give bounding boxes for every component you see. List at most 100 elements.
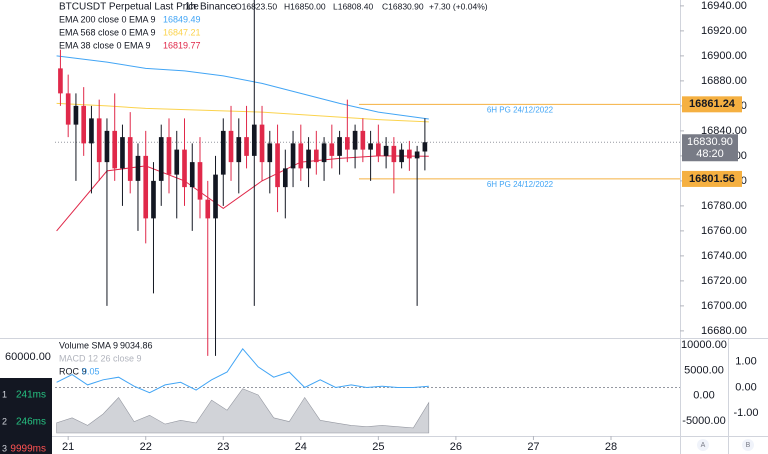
roc-tick-label: -1.00 — [733, 407, 758, 419]
ema-line — [56, 102, 429, 123]
ema-legend-name: EMA 38 close 0 EMA 9 — [59, 40, 151, 50]
x-tick-label: 24 — [295, 441, 307, 453]
macd-tick-label: 0.00 — [693, 390, 714, 402]
y-tick-label: 16840.00 — [701, 125, 747, 137]
level-tag-label: 16801.56 — [689, 173, 735, 185]
ema-line — [56, 155, 429, 232]
candle-body — [282, 168, 288, 188]
candle-body — [189, 162, 195, 188]
roc-tick-label: 0.00 — [735, 381, 756, 393]
candle-body — [73, 105, 79, 125]
candle-body — [376, 143, 381, 156]
candle-body — [399, 149, 404, 163]
candle-body — [306, 149, 311, 169]
ohlc-legend: O16823.50 — [235, 1, 277, 11]
latency-ms: 241ms — [16, 390, 46, 401]
candle-body — [174, 149, 180, 175]
candle-body — [182, 149, 187, 188]
roc-line — [56, 347, 429, 394]
y-tick-label: 16740.00 — [701, 250, 747, 262]
y-tick-label: 16760.00 — [701, 225, 747, 237]
header-exchange: Binance — [200, 2, 237, 13]
latency-panel — [0, 378, 52, 454]
candle-body — [267, 143, 273, 163]
volume-area — [56, 388, 430, 434]
candle-body — [383, 145, 389, 156]
y-tick-label: 16720.00 — [701, 275, 747, 287]
candle-body — [244, 137, 249, 156]
level-label: 6H PG 24/12/2022 — [487, 180, 554, 189]
candle-body — [368, 143, 373, 150]
candle-body — [112, 130, 118, 169]
y-tick-label: 16680.00 — [701, 325, 747, 337]
candle-body — [151, 180, 156, 219]
axis-button[interactable] — [742, 439, 754, 451]
latency-ms: 246ms — [16, 417, 46, 428]
candle-body — [352, 130, 358, 150]
x-tick-label: 28 — [605, 441, 617, 453]
y-tick-label: 16780.00 — [701, 200, 747, 212]
candle-body — [127, 137, 133, 181]
candle-body — [205, 199, 211, 219]
candle-body — [220, 130, 226, 175]
y-tick-label: 16940.00 — [701, 0, 747, 12]
axis-button-label: B — [746, 442, 751, 449]
candle-body — [407, 149, 412, 159]
ema-legend-name: EMA 568 close 0 EMA 9 — [59, 27, 156, 37]
candle-body — [259, 124, 265, 163]
y-tick-label: 16900.00 — [701, 50, 747, 62]
candle-body — [321, 143, 327, 163]
latency-id: 3 — [2, 443, 7, 453]
candle-body — [135, 155, 141, 181]
candle-body — [290, 143, 296, 169]
latency-ms: 9999ms — [10, 444, 46, 454]
x-tick-label: 25 — [372, 441, 384, 453]
ohlc-legend: +7.30 (+0.04%) — [429, 1, 488, 11]
candle-body — [251, 124, 257, 156]
level-tag-label: 16861.24 — [689, 98, 736, 110]
volume-legend-value: 9034.86 — [120, 340, 153, 350]
candle-body — [213, 174, 218, 219]
ohlc-legend: H16850.00 — [284, 1, 326, 11]
axis-button-label: A — [701, 442, 706, 449]
ema-legend-name: EMA 200 close 0 EMA 9 — [59, 14, 156, 24]
candle-body — [143, 155, 149, 219]
candle-body — [81, 105, 87, 144]
countdown: 48:20 — [696, 148, 724, 160]
candle-body — [228, 130, 234, 163]
roc-legend-value: 0.05 — [82, 366, 100, 376]
y-tick-label: 16880.00 — [701, 75, 747, 87]
candle-body — [298, 143, 304, 169]
candle-body — [197, 162, 203, 200]
candle-body — [337, 137, 342, 156]
macd-tick-label: 10000.00 — [681, 339, 727, 351]
ohlc-legend: C16830.90 — [382, 1, 424, 11]
candle-body — [120, 137, 125, 169]
macd-tick-label: -5000.00 — [682, 415, 725, 427]
y-tick-label: 16700.00 — [701, 300, 747, 312]
ohlc-legend: L16808.40 — [333, 1, 373, 11]
volume-legend: Volume SMA 9 — [59, 340, 118, 350]
x-tick-label: 23 — [217, 441, 229, 453]
candle-body — [329, 143, 335, 156]
candle-body — [65, 93, 71, 125]
ema-legend-value: 16849.49 — [163, 14, 201, 24]
candle-body — [345, 137, 350, 150]
latency-id: 2 — [2, 416, 7, 426]
candle-body — [104, 130, 110, 163]
candle-body — [313, 149, 319, 163]
candle-body — [391, 145, 397, 163]
level-tag — [682, 96, 742, 113]
candle-body — [422, 142, 428, 152]
level-label: 6H PG 24/12/2022 — [487, 105, 554, 114]
y-tick-label: 16920.00 — [701, 25, 747, 37]
ema-legend-value: 16819.77 — [163, 40, 201, 50]
macd-legend: MACD 12 26 close 9 — [59, 353, 142, 363]
header-interval: 1h — [185, 2, 196, 13]
candle-body — [96, 118, 102, 163]
x-tick-label: 21 — [62, 441, 74, 453]
axis-button[interactable] — [697, 439, 709, 451]
candle-body — [360, 130, 366, 150]
